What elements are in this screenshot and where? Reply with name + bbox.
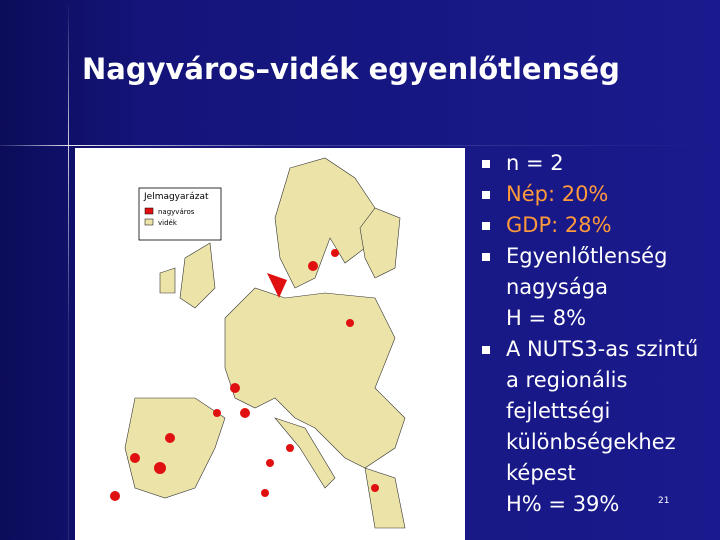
slide-title: Nagyváros–vidék egyenlőtlenség [82, 52, 620, 86]
page-number: 21 [658, 496, 670, 506]
legend-item: vidék [158, 219, 178, 227]
bullet-item: GDP: 28% [480, 210, 715, 241]
bullet-continuation: H% = 39% [506, 492, 620, 516]
bullet-continuation: H = 8% [506, 306, 587, 330]
bullet-item: n = 2 [480, 148, 715, 179]
legend-title: Jelmagyarázat [143, 192, 209, 202]
bullet-item: A NUTS3-as szintű a regionális fejlettsé… [480, 334, 715, 489]
bullet-item: Nép: 20% [480, 179, 715, 210]
bullet-item: Egyenlőtlenség nagysága [480, 241, 715, 303]
map: Jelmagyarázat nagyváros vidék [75, 148, 465, 540]
bullet-list: n = 2 Nép: 20% GDP: 28% Egyenlőtlenség nagy… [480, 148, 715, 520]
legend-item: nagyváros [158, 208, 195, 216]
divider [0, 145, 720, 146]
divider [68, 0, 69, 540]
